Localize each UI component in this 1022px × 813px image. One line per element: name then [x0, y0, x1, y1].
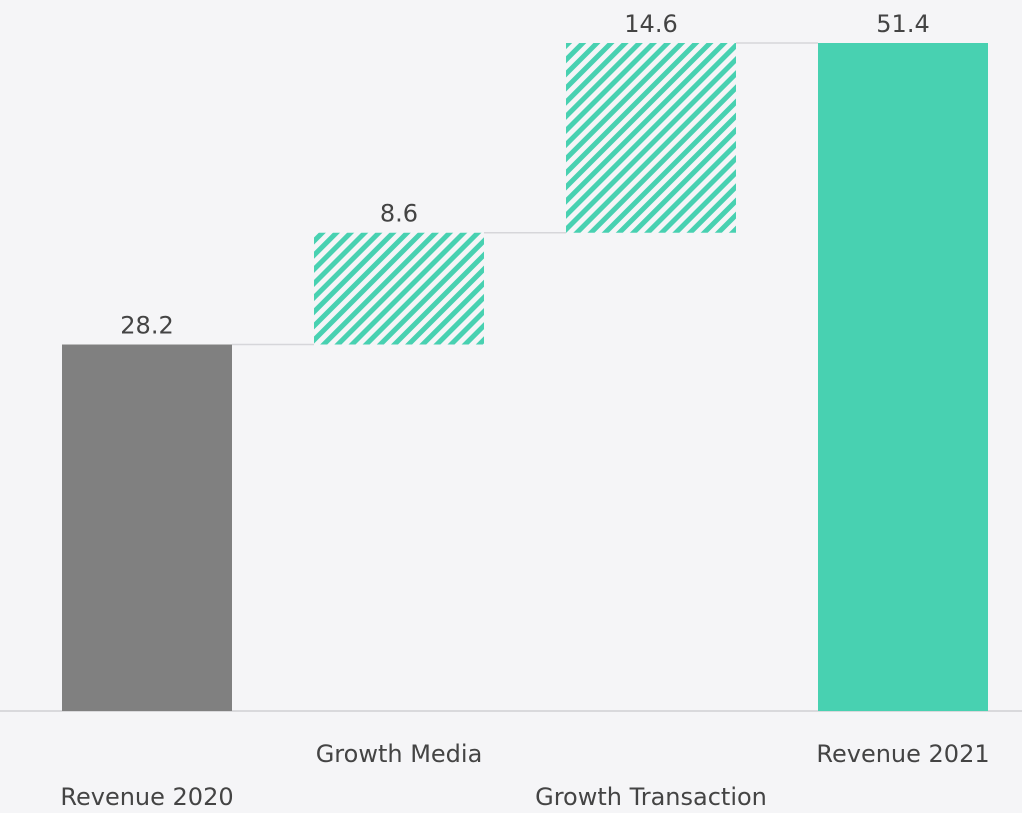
- bar: [818, 43, 988, 711]
- x-tick-label: Revenue 2020: [60, 783, 233, 811]
- value-label: 28.2: [120, 312, 173, 340]
- x-tick-label: Growth Media: [316, 740, 483, 768]
- value-label: 14.6: [624, 10, 677, 38]
- bar: [314, 232, 484, 345]
- value-label: 51.4: [876, 10, 929, 38]
- x-tick-label: Revenue 2021: [816, 740, 989, 768]
- bar: [566, 43, 736, 233]
- x-tick-label: Growth Transaction: [535, 783, 767, 811]
- bar: [62, 344, 232, 711]
- value-label: 8.6: [380, 200, 418, 228]
